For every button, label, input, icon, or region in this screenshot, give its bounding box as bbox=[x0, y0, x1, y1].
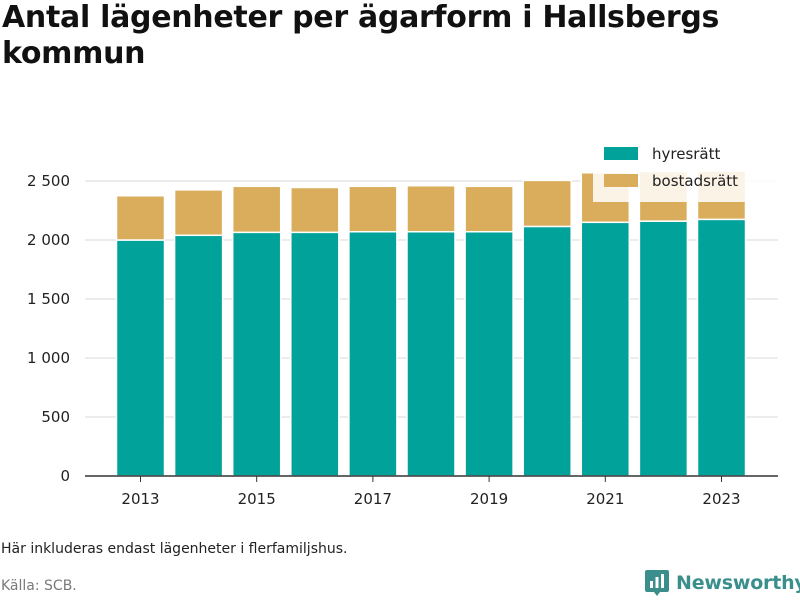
legend: hyresrätt bostadsrätt bbox=[593, 140, 778, 202]
bar-hyresratt bbox=[464, 230, 514, 477]
brand-logo: Newsworthy bbox=[645, 569, 800, 596]
bar-bostadsratt bbox=[348, 185, 398, 233]
x-tick-label: 2013 bbox=[121, 490, 159, 508]
bar-hyresratt bbox=[231, 231, 282, 477]
chart-title: Antal lägenheter per ägarform i Hallsber… bbox=[2, 0, 720, 71]
bar-bostadsratt bbox=[464, 185, 514, 233]
y-tick-label: 2 500 bbox=[27, 172, 70, 190]
chart-source: Källa: SCB. bbox=[1, 578, 77, 594]
bar-hyresratt bbox=[348, 230, 398, 477]
y-tick-label: 500 bbox=[41, 408, 70, 426]
bar-bostadsratt bbox=[290, 186, 340, 234]
x-tick-label: 2017 bbox=[354, 490, 392, 508]
y-tick-label: 1 000 bbox=[27, 349, 70, 367]
axis-layer: 0 500 1 000 1 500 2 000 2 500 2013 2015 2017 2019… bbox=[27, 172, 778, 508]
x-tick-label: 2023 bbox=[702, 490, 740, 508]
x-tick-label: 2019 bbox=[470, 490, 508, 508]
bar-bostadsratt bbox=[231, 185, 282, 234]
bar-hyresratt bbox=[290, 231, 340, 477]
chart-note: Här inkluderas endast lägenheter i flerf… bbox=[1, 541, 348, 557]
bar-hyresratt bbox=[522, 225, 572, 477]
bar-bostadsratt bbox=[522, 179, 572, 228]
legend-label: hyresrätt bbox=[652, 145, 721, 163]
bar-hyresratt bbox=[406, 230, 456, 477]
bar-hyresratt bbox=[115, 239, 166, 477]
y-tick-label: 1 500 bbox=[27, 290, 70, 308]
legend-swatch bbox=[604, 174, 638, 187]
brand-name: Newsworthy bbox=[676, 571, 800, 594]
bar-hyresratt bbox=[580, 221, 631, 477]
y-tick-label: 0 bbox=[60, 467, 70, 485]
legend-label: bostadsrätt bbox=[652, 172, 738, 190]
y-tick-label: 2 000 bbox=[27, 231, 70, 249]
bars-layer bbox=[115, 170, 747, 477]
bar-bostadsratt bbox=[115, 195, 166, 241]
x-tick-label: 2015 bbox=[238, 490, 276, 508]
newsworthy-logo-icon bbox=[645, 570, 669, 596]
x-tick-label: 2021 bbox=[586, 490, 624, 508]
bar-hyresratt bbox=[696, 218, 747, 477]
bar-hyresratt bbox=[638, 220, 689, 477]
bar-bostadsratt bbox=[406, 184, 456, 233]
bar-hyresratt bbox=[173, 234, 224, 477]
legend-swatch bbox=[604, 147, 638, 160]
bar-bostadsratt bbox=[173, 189, 224, 237]
